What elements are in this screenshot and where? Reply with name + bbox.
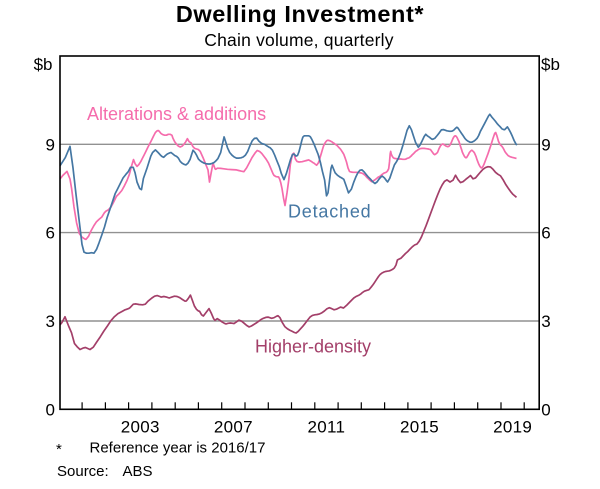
svg-text:9: 9	[46, 135, 55, 154]
svg-text:6: 6	[46, 224, 55, 243]
svg-text:Source:: Source:	[57, 463, 109, 480]
svg-text:3: 3	[46, 312, 55, 331]
svg-text:ABS: ABS	[123, 463, 153, 480]
svg-text:2003: 2003	[121, 417, 160, 436]
svg-text:Dwelling Investment*: Dwelling Investment*	[176, 1, 425, 27]
svg-text:2019: 2019	[493, 417, 532, 436]
svg-text:$b: $b	[541, 55, 560, 74]
svg-text:Chain volume, quarterly: Chain volume, quarterly	[204, 30, 393, 50]
svg-text:6: 6	[541, 224, 550, 243]
svg-text:3: 3	[541, 312, 550, 331]
svg-text:Reference year is 2016/17: Reference year is 2016/17	[90, 440, 266, 457]
svg-text:2011: 2011	[308, 417, 346, 436]
svg-text:0: 0	[46, 400, 55, 419]
svg-text:2007: 2007	[214, 417, 253, 436]
svg-text:Alterations & additions: Alterations & additions	[87, 104, 266, 124]
svg-text:Detached: Detached	[288, 202, 371, 222]
svg-text:0: 0	[541, 400, 550, 419]
svg-text:$b: $b	[34, 55, 53, 74]
svg-text:2015: 2015	[400, 417, 439, 436]
svg-text:9: 9	[541, 135, 550, 154]
svg-text:Higher-density: Higher-density	[255, 337, 371, 357]
svg-text:*: *	[56, 441, 62, 458]
